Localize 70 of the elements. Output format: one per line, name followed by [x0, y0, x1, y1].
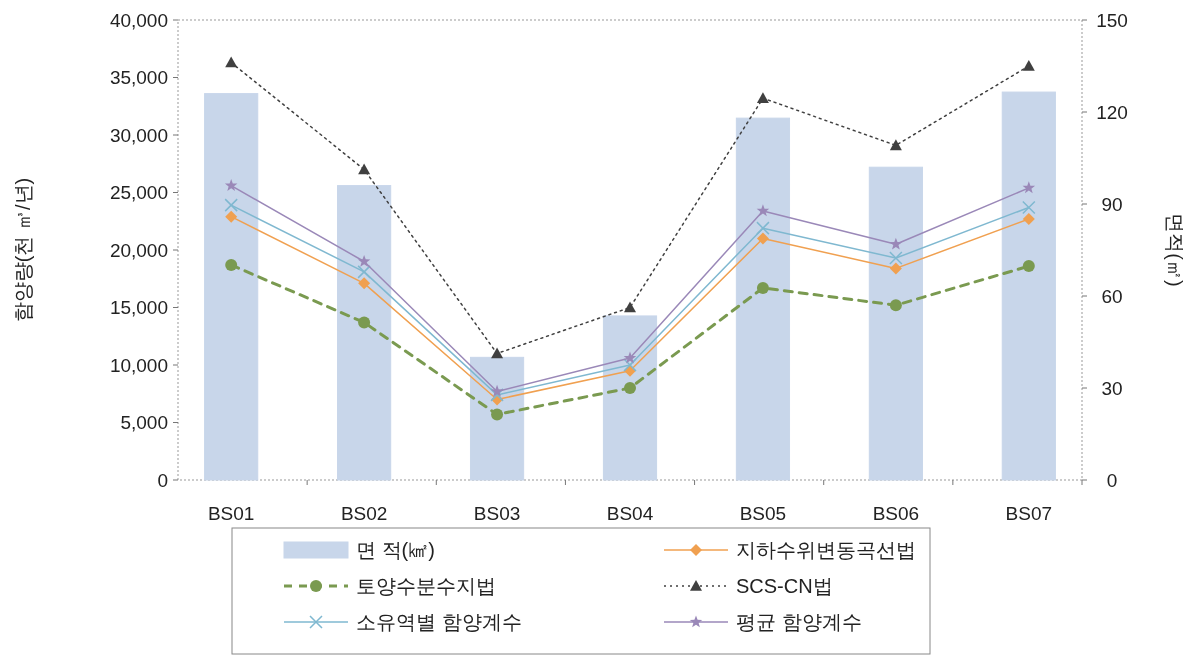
point — [224, 179, 238, 191]
bar — [204, 93, 259, 481]
point — [491, 408, 504, 421]
point — [889, 237, 903, 250]
point — [357, 265, 371, 279]
point — [225, 56, 238, 68]
point — [889, 299, 902, 312]
point — [1022, 181, 1036, 194]
point — [1022, 260, 1035, 273]
bar — [469, 356, 525, 481]
bar — [337, 185, 392, 481]
y-tick-label: 10,000 — [109, 354, 168, 376]
y-tick-label: 40,000 — [109, 9, 168, 31]
point — [623, 358, 637, 372]
y2-tick-label: 30 — [1101, 377, 1123, 399]
point — [624, 382, 636, 394]
bar — [1001, 91, 1056, 481]
point — [623, 351, 637, 364]
y-axis-title: 함양량(천 ㎥/년) — [12, 177, 34, 323]
y-tick-label: 35,000 — [109, 67, 168, 89]
x-tick-label: BS05 — [739, 503, 787, 524]
point — [889, 139, 902, 151]
y-tick-label: 20,000 — [109, 239, 168, 261]
point — [756, 221, 770, 235]
x-tick-label: BS01 — [207, 503, 255, 524]
bar — [868, 166, 923, 481]
point — [358, 316, 371, 329]
point — [490, 388, 504, 402]
point — [358, 163, 371, 175]
y-tick-label: 0 — [157, 469, 168, 491]
x-tick-label: BS02 — [340, 503, 388, 524]
point — [624, 301, 636, 313]
x-tick-label: BS03 — [473, 503, 521, 524]
y2-tick-label: 90 — [1101, 193, 1123, 215]
point — [491, 347, 504, 359]
legend-label: 토양수분수지법 — [356, 575, 496, 597]
point — [225, 258, 238, 271]
x-tick-label: BS07 — [1005, 503, 1053, 524]
point — [490, 384, 504, 397]
legend-label: 소유역별 함양계수 — [356, 611, 522, 633]
y2-tick-label: 120 — [1096, 101, 1128, 123]
point — [756, 281, 769, 294]
bar — [602, 315, 658, 481]
point — [889, 262, 902, 275]
y-tick-label: 5,000 — [120, 412, 168, 434]
x-tick-label: BS06 — [872, 503, 920, 524]
point — [1022, 200, 1036, 215]
point — [224, 198, 238, 212]
point — [756, 232, 769, 245]
y2-tick-label: 150 — [1096, 9, 1128, 31]
y-tick-label: 30,000 — [109, 124, 168, 146]
legend-label: 지하수위변동곡선법 — [736, 539, 916, 561]
bar — [735, 117, 791, 481]
point — [1022, 60, 1035, 71]
y2-tick-label: 60 — [1101, 285, 1123, 307]
point — [225, 210, 238, 223]
point — [756, 92, 769, 103]
legend-label: SCS-CN법 — [736, 575, 833, 597]
point — [889, 251, 903, 265]
point — [756, 204, 770, 217]
legend-label: 면 적(㎢) — [356, 539, 435, 561]
legend-label: 평균 함양계수 — [736, 611, 862, 633]
x-tick-label: BS04 — [606, 503, 654, 524]
y2-tick-label: 0 — [1106, 469, 1118, 491]
point — [358, 277, 371, 290]
y-tick-label: 15,000 — [109, 297, 168, 319]
y2-axis-title: 면적(㎡) — [1164, 213, 1186, 287]
point — [1022, 212, 1035, 225]
y-tick-label: 25,000 — [109, 182, 168, 204]
point — [357, 254, 371, 267]
